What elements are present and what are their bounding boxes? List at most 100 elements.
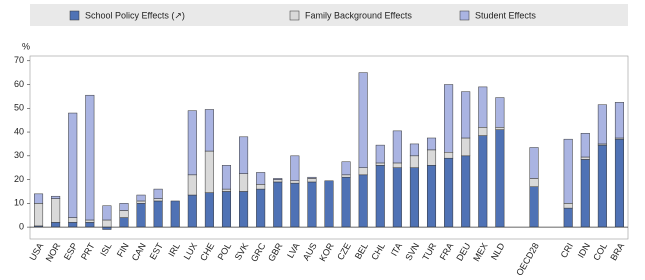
bar-segment [461,155,471,228]
bar-segment [307,176,317,179]
bar-segment [426,149,437,166]
legend-label: School Policy Effects (↗) [85,10,185,20]
x-tick-label: PRT [79,241,97,262]
x-tick-label: IRL [166,241,182,258]
x-tick-label: CAN [130,241,148,262]
x-tick-label: LVA [285,241,302,260]
x-tick-label: NLD [489,241,507,262]
bar-segment [478,135,488,228]
bar-segment [529,178,539,187]
bar-segment [563,203,573,209]
bar-segment [409,167,419,228]
x-tick-label: SVN [403,241,421,262]
bar-segment [136,203,146,228]
x-tick-label: BRA [608,241,626,262]
bar-segment [256,172,266,185]
bar-segment [187,110,197,176]
legend-label: Family Background Effects [305,10,412,20]
bar-segment [85,94,95,221]
x-tick-label: LUX [182,241,199,261]
bar-segment [580,159,590,228]
x-tick-label: ISL [98,241,113,258]
y-tick-label: 10 [14,198,24,208]
bar-segment [597,104,607,145]
bar-segment [529,147,539,179]
legend-box [30,4,628,26]
x-tick-label: CRI [559,241,575,259]
bar-segment [324,180,334,228]
x-tick-label: CHE [198,241,216,262]
x-tick-label: MEX [471,241,489,263]
bar-segment [563,207,573,228]
bar-segment [273,181,283,228]
bar-segment [614,138,624,228]
bar-segment [170,200,180,228]
bar-segment [119,210,129,218]
bar-segment [495,129,505,228]
bar-segment [409,155,419,168]
bar-segment [119,217,129,228]
bar-segment [239,173,249,192]
bar-segment [375,144,385,164]
y-tick-label: 60 [14,79,24,89]
y-tick-label: 70 [14,55,24,65]
bar-segment [392,130,402,164]
x-tick-label: CZE [335,241,353,262]
bar-segment [426,137,437,151]
bar-segment [307,181,317,228]
bar-segment [34,203,44,227]
bar-segment [34,193,44,204]
bar-segment [51,195,61,199]
x-tick-label: GRC [249,241,268,264]
x-tick-label: BEL [353,241,370,261]
bar-segment [85,222,95,228]
bar-segment [529,186,539,228]
bar-segment [461,137,471,157]
bar-segment [68,222,78,228]
x-tick-label: GBR [266,241,285,263]
x-tick-label: POL [216,241,234,262]
bar-segment [375,162,385,166]
bar-segment [290,155,300,182]
bar-segment [341,174,351,178]
bar-segment [341,176,351,228]
bar-segment [392,162,402,168]
x-tick-label: ITA [389,241,404,258]
bar-segment [153,188,163,199]
x-tick-label: COL [591,241,609,262]
legend-label: Student Effects [475,10,536,20]
y-tick-label: 0 [19,221,24,231]
bar-segment [102,219,112,228]
x-tick-label: FIN [115,241,131,259]
bar-segment [85,219,95,223]
x-tick-label: DEU [454,241,472,262]
legend-swatch [289,10,300,21]
y-tick-label: 50 [14,103,24,113]
bar-segment [273,178,283,180]
bar-segment [426,165,437,228]
bar-segment [358,167,368,176]
bar-segment [204,192,214,228]
bar-segment [358,174,368,228]
bar-segment [136,200,146,204]
bar-segment [478,127,488,136]
bar-segment [239,191,249,228]
bar-segment [444,157,454,228]
bar-segment [597,144,607,228]
bar-segment [221,191,232,228]
bar-segment [153,198,163,202]
bar-segment [256,188,266,228]
x-tick-label: EST [148,241,166,262]
bar-segment [563,138,573,204]
bar-segment [580,132,590,158]
y-axis-label: % [22,41,30,51]
x-tick-label: TUR [420,241,438,262]
bar-segment [102,205,112,221]
bar-segment [461,91,471,139]
bar-segment [478,86,488,128]
x-tick-label: USA [27,241,45,262]
x-tick-label: NOR [44,241,63,264]
bar-segment [307,178,317,183]
bar-segment [375,165,385,228]
